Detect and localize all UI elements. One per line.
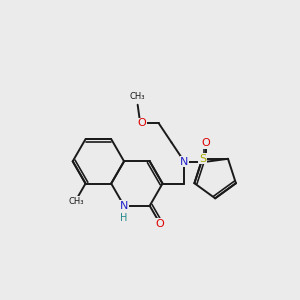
Text: CH₃: CH₃ (69, 196, 84, 206)
Text: CH₃: CH₃ (130, 92, 146, 101)
Text: O: O (137, 118, 146, 128)
Text: H: H (120, 213, 128, 223)
Text: N: N (120, 201, 128, 211)
Text: S: S (199, 154, 206, 164)
Text: O: O (202, 138, 211, 148)
Text: N: N (180, 157, 188, 167)
Text: O: O (156, 219, 164, 229)
